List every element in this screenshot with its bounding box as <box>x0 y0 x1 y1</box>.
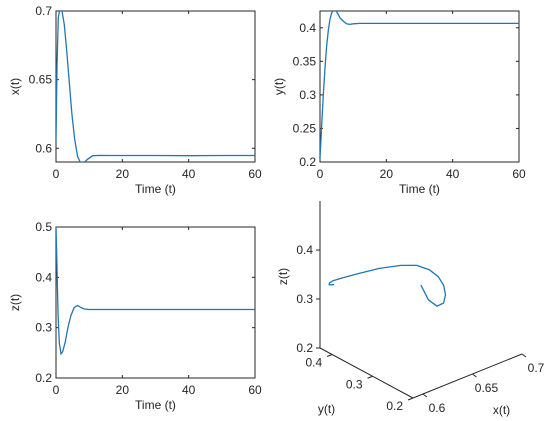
x-tick-label: 0.65 <box>475 381 499 395</box>
y-tick-label: 0.6 <box>35 141 52 155</box>
x-tick-label: 60 <box>512 167 526 181</box>
x-tick-label: 0 <box>317 167 324 181</box>
x-tick <box>521 353 527 358</box>
y-tick-label: 0.2 <box>35 371 52 385</box>
series-line <box>56 11 255 162</box>
y-axis-label: y(t) <box>272 78 286 95</box>
plot-area <box>55 226 256 379</box>
x-tick-label: 60 <box>248 383 262 397</box>
y-axis-label: y(t) <box>318 402 335 416</box>
y-tick-label: 0.4 <box>299 21 316 35</box>
y-axis-line <box>319 347 414 399</box>
x-tick-label: 20 <box>116 167 130 181</box>
y-tick-label: 0.25 <box>293 121 317 135</box>
chart-phase: 0.60.650.70.20.30.40.20.30.4x(t)y(t)z(t) <box>276 201 545 417</box>
x-tick-label: 0 <box>53 383 60 397</box>
y-tick-label: 0.4 <box>35 270 52 284</box>
y-tick-label: 0.35 <box>293 54 317 68</box>
z-tick-label: 0.3 <box>296 292 313 306</box>
x-axis-label: Time (t) <box>399 182 440 196</box>
x-tick-label: 20 <box>380 167 394 181</box>
y-axis-label: x(t) <box>8 78 22 95</box>
x-tick-label: 0 <box>53 167 60 181</box>
x-axis-label: Time (t) <box>135 182 176 196</box>
plot-area <box>55 10 256 163</box>
y-axis-label: z(t) <box>8 294 22 311</box>
z-tick-label: 0.2 <box>296 341 313 355</box>
x-tick-label: 60 <box>248 167 262 181</box>
x-tick-label: 20 <box>116 383 130 397</box>
y-tick-label: 0.7 <box>35 4 52 18</box>
x-tick-label: 40 <box>182 383 196 397</box>
x-tick <box>422 393 428 398</box>
x-tick-label: 40 <box>182 167 196 181</box>
z-axis-label: z(t) <box>276 268 290 285</box>
x-tick-label: 40 <box>446 167 460 181</box>
y-tick-label: 0.3 <box>299 88 316 102</box>
y-tick-label: 0.2 <box>386 399 403 413</box>
x-tick <box>472 373 477 378</box>
y-tick-label: 0.2 <box>299 155 316 169</box>
y-tick <box>367 375 373 379</box>
y-tick-label: 0.3 <box>35 321 52 335</box>
y-tick <box>326 354 333 357</box>
chart-x: 0 20 40 60 0.6 0.65 0.7 Time (t) x(t) <box>8 4 262 196</box>
plot-area <box>319 10 520 163</box>
y-tick-label: 0.5 <box>35 220 52 234</box>
x-tick-label: 0.6 <box>429 401 446 415</box>
y-tick-label: 0.3 <box>346 377 363 391</box>
chart-z: 0 20 40 60 0.2 0.3 0.4 0.5 Time (t) z(t) <box>8 220 262 412</box>
series-line <box>56 227 255 356</box>
y-tick-label: 0.65 <box>29 73 53 87</box>
x-axis-label: Time (t) <box>135 398 176 412</box>
z-tick-label: 0.4 <box>296 243 313 257</box>
y-tick-label: 0.4 <box>305 356 322 370</box>
y-tick <box>407 397 414 401</box>
chart-y: 0 20 40 60 0.2 0.25 0.3 0.35 0.4 Time (t) y(t) <box>272 10 526 196</box>
trajectory-line <box>328 264 447 307</box>
series-line <box>320 11 519 159</box>
x-axis-label: x(t) <box>493 403 510 417</box>
x-tick-label: 0.7 <box>528 361 545 375</box>
x-axis-line <box>412 353 523 399</box>
